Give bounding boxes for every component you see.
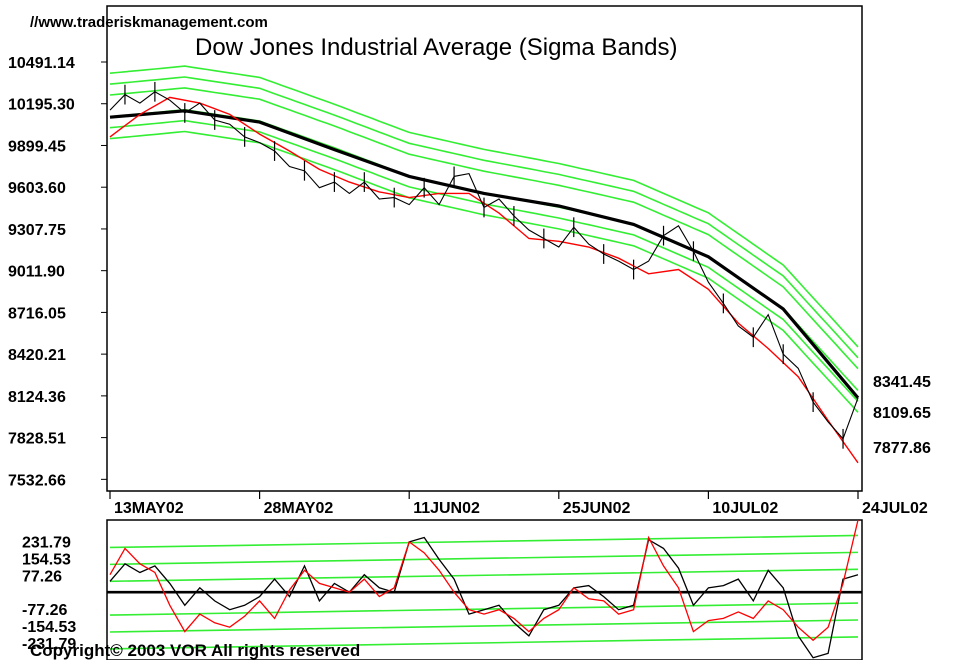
main-y-tick-label: 9603.60 xyxy=(8,180,66,197)
sigma-band-line xyxy=(109,130,859,413)
smoothed-oscillator-series-line xyxy=(109,519,859,642)
main-y-tick-label: 8420.21 xyxy=(8,347,66,364)
main-plot-border xyxy=(106,5,863,492)
oscillator-y-tick-label: 231.79 xyxy=(22,534,71,551)
oscillator-y-tick-label: 77.26 xyxy=(22,568,62,585)
x-axis: 13MAY02 28MAY02 11JUN02 25JUN02 10JUL02 24JUL… xyxy=(109,491,928,517)
oscillator-sigma-bands xyxy=(107,534,862,650)
main-series xyxy=(109,81,860,464)
main-y-tick-label: 8124.36 xyxy=(8,389,66,406)
right-value-label: 8341.45 xyxy=(873,374,931,391)
main-y-tick-label: 10491.14 xyxy=(8,55,75,72)
sigma-band-line xyxy=(109,65,859,348)
oscillator-series xyxy=(109,519,859,659)
trend-series-line xyxy=(109,109,860,399)
oscillator-y-tick-label: -231.79 xyxy=(22,636,76,653)
smoothed-series-line xyxy=(109,96,859,464)
right-value-label: 8109.65 xyxy=(873,405,931,422)
x-tick-label: 25JUN02 xyxy=(563,500,631,517)
sigma-band-line xyxy=(109,87,859,370)
oscillator-band-line xyxy=(109,636,859,650)
main-y-tick-label: 7828.51 xyxy=(8,431,66,448)
oscillator-plot-border xyxy=(106,519,863,660)
oscillator-y-tick-label: -77.26 xyxy=(22,602,67,619)
x-tick-label: 11JUN02 xyxy=(413,500,480,517)
x-tick-label: 24JUL02 xyxy=(862,500,928,517)
x-tick-label: 10JUL02 xyxy=(712,500,778,517)
main-y-tick-label: 9307.75 xyxy=(8,222,66,239)
main-y-tick-label: 8716.05 xyxy=(8,305,66,322)
oscillator-band-line xyxy=(109,551,859,566)
oscillator-y-tick-label: 154.53 xyxy=(22,551,71,568)
x-tick-label: 28MAY02 xyxy=(264,500,334,517)
copyright: Copyright© 2003 VOR All rights reserved xyxy=(30,641,360,660)
oscillator-band-line xyxy=(109,534,859,549)
right-value-label: 7877.86 xyxy=(873,440,931,457)
chart-title: Dow Jones Industrial Average (Sigma Band… xyxy=(195,34,677,61)
oscillator-band-line xyxy=(109,619,859,633)
sigma-band-line xyxy=(109,76,859,359)
price-series-line xyxy=(109,91,859,440)
main-y-tick-label: 9899.45 xyxy=(8,138,66,155)
main-y-axis: 10491.14 10195.30 9899.45 9603.60 9307.75 901… xyxy=(8,55,107,489)
main-y-tick-label: 7532.66 xyxy=(8,472,66,489)
source-url: //www.traderiskmanagement.com xyxy=(30,14,268,31)
x-tick-label: 13MAY02 xyxy=(114,500,184,517)
right-value-labels: 8341.45 8109.65 7877.86 xyxy=(873,374,931,457)
main-y-tick-label: 10195.30 xyxy=(8,97,75,114)
main-y-tick-label: 9011.90 xyxy=(8,264,65,281)
oscillator-series-line xyxy=(109,536,859,659)
oscillator-y-tick-label: -154.53 xyxy=(22,619,76,636)
oscillator-band-line xyxy=(109,568,859,583)
